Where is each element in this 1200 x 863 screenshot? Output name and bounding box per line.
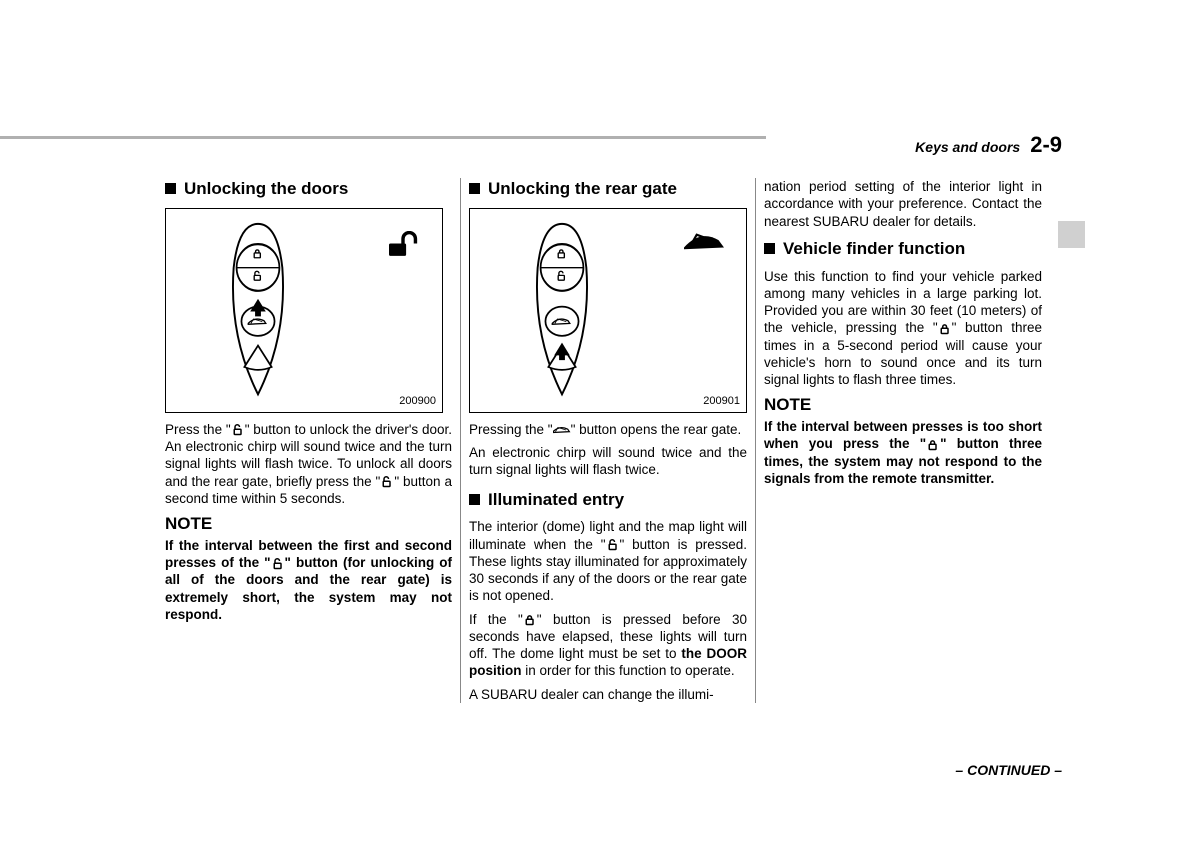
para-illuminated-1: The interior (dome) light and the map li… <box>469 518 747 604</box>
heading-vehicle-finder: Vehicle finder function <box>764 238 1042 260</box>
unlock-icon-inline <box>231 424 245 436</box>
para-illuminated-2: If the "" button is pressed before 30 se… <box>469 611 747 680</box>
para-rear-gate-2: An electronic chirp will sound twice and… <box>469 444 747 479</box>
unlock-icon-inline <box>380 476 394 488</box>
heading-text: Unlocking the rear gate <box>488 178 677 200</box>
text: Pressing the " <box>469 422 553 437</box>
header-rule <box>0 136 766 139</box>
unlock-icon-inline <box>271 558 285 570</box>
note-heading: NOTE <box>764 394 1042 416</box>
para-vehicle-finder: Use this function to find your vehicle p… <box>764 268 1042 389</box>
text: in order for this function to operate. <box>522 663 735 678</box>
column-1: Unlocking the doors 200900 Press the "" … <box>165 178 460 703</box>
heading-marker <box>764 243 775 254</box>
page-number: 2-9 <box>1030 132 1062 158</box>
note-body: If the interval between presses is too s… <box>764 418 1042 487</box>
lock-icon-inline <box>523 614 537 626</box>
figure-unlock-doors: 200900 <box>165 208 443 413</box>
para-illuminated-3: A SUBARU dealer can change the illumi- <box>469 686 747 703</box>
heading-marker <box>469 494 480 505</box>
column-2: Unlocking the rear gate 200901 Pressing … <box>460 178 755 703</box>
heading-text: Illuminated entry <box>488 489 624 511</box>
para-rear-gate-1: Pressing the " " button opens the rear ga… <box>469 421 747 438</box>
remote-illustration <box>208 219 308 404</box>
lock-icon-inline <box>926 439 940 451</box>
heading-unlocking-rear-gate: Unlocking the rear gate <box>469 178 747 200</box>
unlock-icon-inline <box>606 539 620 551</box>
unlock-icon <box>386 231 420 259</box>
lock-icon-inline <box>938 323 952 335</box>
trunk-icon <box>684 231 724 253</box>
figure-unlock-rear-gate: 200901 <box>469 208 747 413</box>
para-continuation: nation period setting of the interior li… <box>764 178 1042 230</box>
text: If the " <box>469 612 523 627</box>
heading-marker <box>165 183 176 194</box>
continued-label: – CONTINUED – <box>955 762 1062 778</box>
page-header: Keys and doors 2-9 <box>915 132 1062 158</box>
figure-number: 200901 <box>703 394 740 408</box>
heading-illuminated-entry: Illuminated entry <box>469 489 747 511</box>
heading-unlocking-doors: Unlocking the doors <box>165 178 452 200</box>
remote-illustration <box>512 219 612 404</box>
note-heading: NOTE <box>165 513 452 535</box>
text: Press the " <box>165 422 231 437</box>
column-3: nation period setting of the interior li… <box>755 178 1050 703</box>
section-name: Keys and doors <box>915 139 1020 155</box>
content-columns: Unlocking the doors 200900 Press the "" … <box>165 178 1065 703</box>
heading-marker <box>469 183 480 194</box>
note-body: If the interval between the first and se… <box>165 537 452 623</box>
trunk-icon-inline <box>553 424 571 436</box>
figure-number: 200900 <box>399 394 436 408</box>
para-unlock-doors: Press the "" button to unlock the driver… <box>165 421 452 507</box>
heading-text: Unlocking the doors <box>184 178 348 200</box>
text: " button opens the rear gate. <box>571 422 742 437</box>
heading-text: Vehicle finder function <box>783 238 965 260</box>
